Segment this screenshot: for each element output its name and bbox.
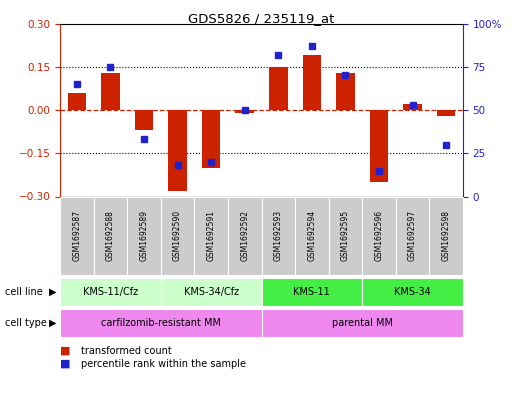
Text: KMS-11/Cfz: KMS-11/Cfz bbox=[83, 287, 138, 297]
Text: GSM1692598: GSM1692598 bbox=[441, 210, 451, 261]
Bar bbox=[396, 196, 429, 275]
Bar bbox=[370, 110, 388, 182]
Text: GSM1692595: GSM1692595 bbox=[341, 210, 350, 261]
Text: GSM1692591: GSM1692591 bbox=[207, 210, 215, 261]
Bar bbox=[336, 73, 355, 110]
Text: GSM1692594: GSM1692594 bbox=[308, 210, 316, 261]
Bar bbox=[161, 196, 195, 275]
Text: GSM1692588: GSM1692588 bbox=[106, 210, 115, 261]
Bar bbox=[127, 196, 161, 275]
Bar bbox=[295, 196, 328, 275]
Text: KMS-11: KMS-11 bbox=[293, 287, 330, 297]
Text: ▶: ▶ bbox=[49, 287, 56, 297]
Text: GSM1692587: GSM1692587 bbox=[72, 210, 82, 261]
Text: parental MM: parental MM bbox=[332, 318, 393, 328]
Bar bbox=[235, 110, 254, 113]
Bar bbox=[362, 196, 396, 275]
Bar bbox=[262, 278, 362, 306]
Bar bbox=[269, 67, 288, 110]
Text: ■: ■ bbox=[60, 358, 71, 369]
Text: GSM1692597: GSM1692597 bbox=[408, 210, 417, 261]
Bar bbox=[94, 196, 127, 275]
Bar bbox=[135, 110, 153, 130]
Bar bbox=[362, 278, 463, 306]
Text: percentile rank within the sample: percentile rank within the sample bbox=[81, 358, 246, 369]
Text: GSM1692593: GSM1692593 bbox=[274, 210, 283, 261]
Bar bbox=[228, 196, 262, 275]
Text: KMS-34/Cfz: KMS-34/Cfz bbox=[184, 287, 238, 297]
Bar bbox=[262, 309, 463, 337]
Text: carfilzomib-resistant MM: carfilzomib-resistant MM bbox=[101, 318, 221, 328]
Bar bbox=[262, 196, 295, 275]
Bar bbox=[403, 104, 422, 110]
Bar bbox=[202, 110, 220, 168]
Bar bbox=[168, 110, 187, 191]
Text: cell line: cell line bbox=[5, 287, 43, 297]
Bar bbox=[161, 278, 262, 306]
Text: cell type: cell type bbox=[5, 318, 47, 328]
Text: transformed count: transformed count bbox=[81, 346, 172, 356]
Text: GSM1692590: GSM1692590 bbox=[173, 210, 182, 261]
Bar bbox=[60, 196, 94, 275]
Text: ■: ■ bbox=[60, 346, 71, 356]
Text: GSM1692589: GSM1692589 bbox=[140, 210, 149, 261]
Bar bbox=[429, 196, 463, 275]
Bar bbox=[328, 196, 362, 275]
Text: GDS5826 / 235119_at: GDS5826 / 235119_at bbox=[188, 12, 335, 25]
Text: GSM1692592: GSM1692592 bbox=[240, 210, 249, 261]
Bar bbox=[67, 93, 86, 110]
Text: KMS-34: KMS-34 bbox=[394, 287, 431, 297]
Text: ▶: ▶ bbox=[49, 318, 56, 328]
Bar bbox=[195, 196, 228, 275]
Bar bbox=[60, 309, 262, 337]
Bar bbox=[101, 73, 120, 110]
Text: GSM1692596: GSM1692596 bbox=[374, 210, 383, 261]
Bar bbox=[303, 55, 321, 110]
Bar bbox=[437, 110, 456, 116]
Bar bbox=[60, 278, 161, 306]
